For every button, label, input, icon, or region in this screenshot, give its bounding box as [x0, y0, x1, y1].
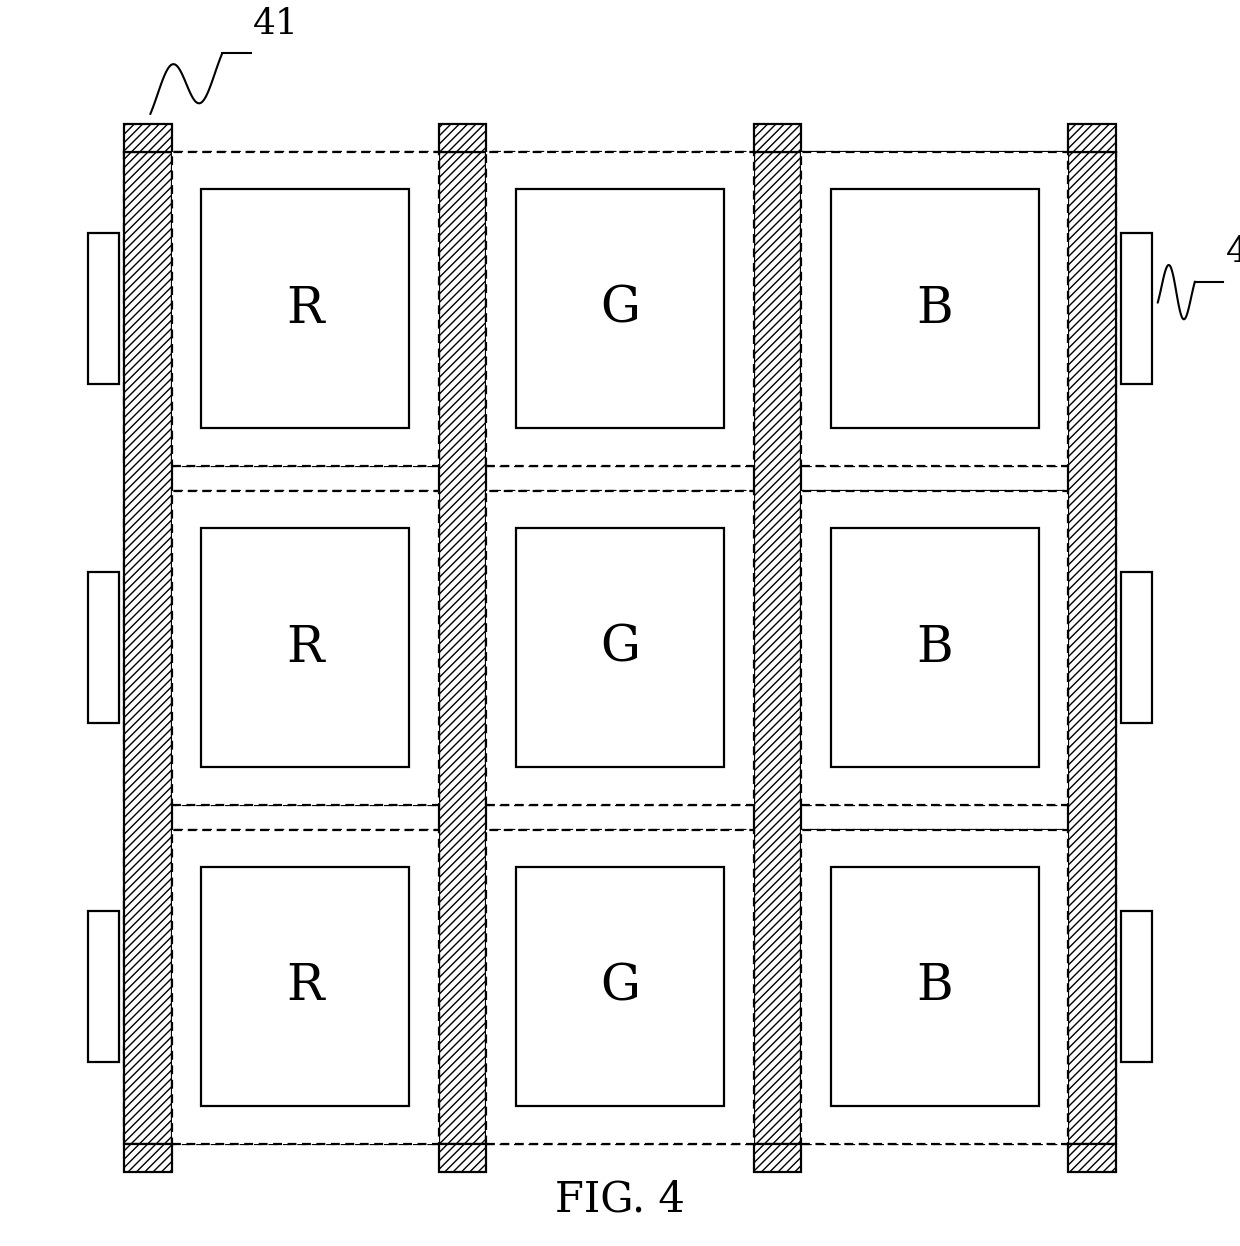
Bar: [88, 233, 119, 384]
Text: B: B: [916, 962, 954, 1012]
Bar: [439, 125, 486, 152]
Text: FIG. 4: FIG. 4: [556, 1179, 684, 1221]
Text: R: R: [286, 284, 324, 334]
Text: G: G: [600, 623, 640, 673]
Bar: [831, 528, 1039, 768]
Bar: [1121, 233, 1152, 384]
Text: 42: 42: [1226, 235, 1240, 269]
Bar: [201, 867, 409, 1106]
Bar: [831, 189, 1039, 429]
Bar: [516, 867, 724, 1106]
Bar: [439, 1144, 486, 1171]
Bar: [201, 528, 409, 768]
Bar: [88, 911, 119, 1062]
Bar: [516, 528, 724, 768]
Text: G: G: [600, 962, 640, 1012]
Bar: [1069, 125, 1116, 152]
Bar: [801, 830, 1069, 1144]
Bar: [516, 189, 724, 429]
Bar: [801, 152, 1069, 466]
Bar: [171, 491, 439, 805]
Text: B: B: [916, 284, 954, 334]
Bar: [88, 572, 119, 723]
Bar: [1069, 1144, 1116, 1171]
Bar: [171, 830, 439, 1144]
Bar: [171, 152, 439, 466]
Bar: [831, 867, 1039, 1106]
Bar: [754, 152, 801, 1144]
Bar: [124, 830, 1116, 1144]
Bar: [124, 125, 171, 152]
Bar: [124, 152, 171, 1144]
Bar: [1069, 152, 1116, 1144]
Text: R: R: [286, 962, 324, 1012]
Bar: [439, 152, 486, 1144]
Bar: [754, 125, 801, 152]
Bar: [124, 152, 1116, 466]
Bar: [486, 491, 754, 805]
Bar: [486, 830, 754, 1144]
Bar: [201, 189, 409, 429]
Text: R: R: [286, 623, 324, 673]
Text: G: G: [600, 284, 640, 334]
Bar: [124, 1144, 171, 1171]
Bar: [754, 1144, 801, 1171]
Text: 41: 41: [253, 7, 299, 41]
Bar: [801, 491, 1069, 805]
Bar: [1121, 572, 1152, 723]
Text: B: B: [916, 623, 954, 673]
Bar: [486, 152, 754, 466]
Bar: [1121, 911, 1152, 1062]
Bar: [124, 491, 1116, 805]
